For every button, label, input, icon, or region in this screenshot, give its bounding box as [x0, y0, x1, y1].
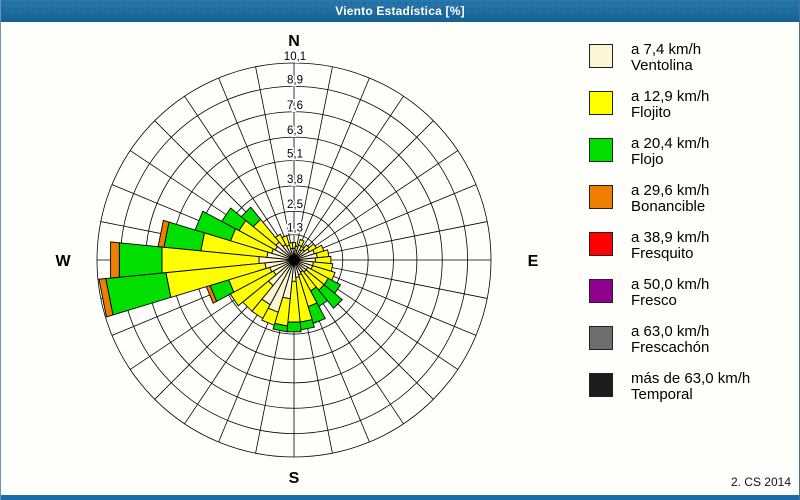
legend-swatch-flojito [589, 91, 613, 115]
legend-name: Fresquito [631, 245, 694, 262]
compass-label: W [55, 253, 71, 270]
legend-speed: más de 63,0 km/h [631, 370, 751, 387]
rose-petal-segment [105, 272, 172, 316]
rose-petal-segment [110, 241, 120, 279]
rose-petal-segment [118, 242, 163, 278]
legend-swatch-bonancible [589, 185, 613, 209]
grid-spoke [293, 95, 404, 261]
grid-spoke [293, 120, 434, 261]
legend-swatch-fresco [589, 279, 613, 303]
grid-spoke [255, 66, 295, 261]
wind-rose-chart: 1,3 2,5 3,8 5,1 6,3 7,6 8,9 10,1N S W E [55, 33, 539, 487]
rose-petal-segment [261, 307, 279, 326]
legend: a 7,4 km/h Ventolina a 12,9 km/h Flojito a… [589, 42, 794, 418]
legend-speed: a 12,9 km/h [631, 88, 710, 105]
legend-name: Fresco [631, 292, 677, 309]
ring-tick-label: 2,5 [287, 199, 303, 211]
compass-label: S [289, 470, 300, 487]
grid-spoke [293, 77, 370, 261]
legend-item-fresquito: a 38,9 km/h Fresquito [589, 230, 794, 277]
compass-label: E [528, 253, 539, 270]
rose-petal-segment [299, 319, 315, 331]
grid-spoke [184, 95, 295, 261]
rose-petal-segment [288, 241, 294, 250]
ring-tick-label: 8,9 [287, 74, 303, 86]
legend-item-flojito: a 12,9 km/h Flojito [589, 89, 794, 136]
rose-petal-segment [240, 206, 262, 228]
chart-area: 1,3 2,5 3,8 5,1 6,3 7,6 8,9 10,1 N S W E a 7,4 km/h… [1, 22, 799, 495]
grid-spoke [218, 77, 295, 261]
legend-item-ventolina: a 7,4 km/h Ventolina [589, 42, 794, 89]
ring-tick-label: 6,3 [287, 125, 303, 137]
legend-item-temporal: más de 63,0 km/h Temporal [589, 371, 794, 418]
legend-name: Flojito [631, 104, 672, 121]
legend-speed: a 50,0 km/h [631, 276, 710, 293]
legend-item-flojo: a 20,4 km/h Flojo [589, 136, 794, 183]
rose-petal-segment [318, 284, 343, 309]
legend-name: Flojo [631, 151, 664, 168]
ring-tick-label: 5,1 [287, 149, 303, 161]
grid-spoke [293, 150, 459, 261]
legend-name: Frescachón [631, 339, 710, 356]
legend-name: Bonancible [631, 198, 706, 215]
legend-name: Ventolina [631, 57, 693, 74]
legend-speed: a 7,4 km/h [631, 41, 702, 58]
title-bar: Viento Estadística [%] [1, 0, 799, 22]
legend-swatch-flojo [589, 138, 613, 162]
legend-speed: a 63,0 km/h [631, 323, 710, 340]
rose-petal-segment [286, 321, 302, 333]
rose-petal-segment [272, 322, 288, 333]
credit-text: 2. CS 2014 [730, 475, 791, 489]
ring-tick-label: 10,1 [284, 51, 306, 63]
legend-item-fresco: a 50,0 km/h Fresco [589, 277, 794, 324]
compass-label: N [288, 33, 300, 50]
legend-swatch-frescachon [589, 326, 613, 350]
legend-speed: a 20,4 km/h [631, 135, 710, 152]
rose-petal-segment [274, 233, 287, 248]
rose-petal-segment [221, 207, 247, 232]
ring-tick-label: 3,8 [287, 174, 303, 186]
legend-item-bonancible: a 29,6 km/h Bonancible [589, 183, 794, 230]
ring-tick-label: 1,3 [287, 223, 303, 235]
window-title: Viento Estadística [%] [335, 4, 465, 18]
grid-spoke [293, 66, 333, 261]
rose-petal-segment [98, 278, 114, 318]
legend-item-frescachon: a 63,0 km/h Frescachón [589, 324, 794, 371]
grid-spoke [293, 184, 477, 261]
legend-swatch-ventolina [589, 44, 613, 68]
rose-petal-segment [281, 235, 291, 247]
rose-petal-segment [297, 238, 305, 247]
rose-petal-segment [157, 219, 170, 248]
legend-swatch-temporal [589, 373, 613, 397]
rose-petal-segment [194, 210, 237, 242]
legend-swatch-fresquito [589, 232, 613, 256]
ring-tick-label: 7,6 [287, 100, 303, 112]
legend-speed: a 29,6 km/h [631, 182, 710, 199]
legend-name: Temporal [631, 386, 693, 403]
legend-speed: a 38,9 km/h [631, 229, 710, 246]
bottom-border-bar [1, 495, 799, 500]
